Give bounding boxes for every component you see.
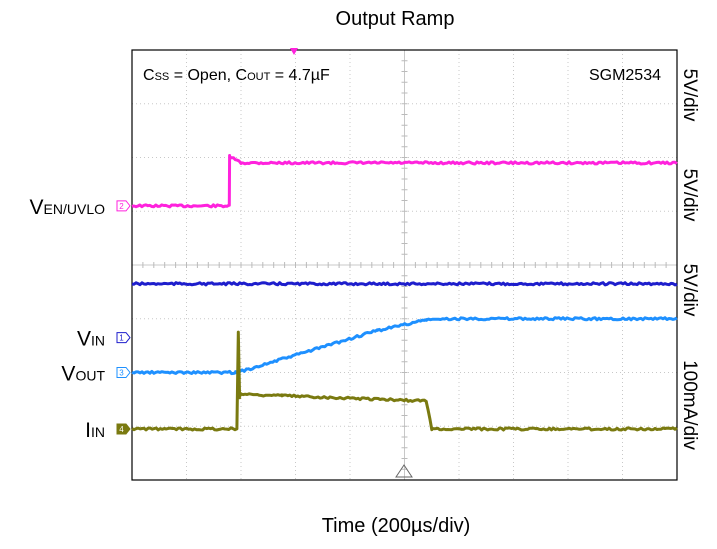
channel-marker-text: 4 <box>119 425 124 434</box>
scale-ch4: 100mA/div <box>679 360 700 450</box>
scale-ch3: 5V/div <box>679 264 700 317</box>
trace-ch3 <box>131 316 678 376</box>
channel-label-ch1: VIN <box>77 328 105 351</box>
traces <box>131 154 678 432</box>
trace-ch2 <box>131 154 678 209</box>
scale-ch1: 5V/div <box>679 169 700 222</box>
chart-title: Output Ramp <box>336 8 455 30</box>
setup-annotation: CSS = Open, COUT = 4.7µF <box>143 67 330 84</box>
channel-marker-text: 1 <box>119 334 124 343</box>
channel-label-ch3: VOUT <box>61 363 105 386</box>
scale-ch2: 5V/div <box>679 69 700 122</box>
channel-marker-ch4: 4 <box>116 423 131 435</box>
channel-marker-text: 2 <box>119 202 124 211</box>
channel-marker-ch2: 2 <box>116 200 131 212</box>
trace-ch1 <box>131 281 678 287</box>
channel-label-ch4: IIN <box>85 419 105 442</box>
grid <box>131 49 678 481</box>
trigger-marker <box>290 48 298 55</box>
channel-label-ch2: VEN/UVLO <box>30 196 106 219</box>
channel-marker-ch1: 1 <box>116 332 131 344</box>
channel-marker-ch3: 3 <box>116 367 131 378</box>
channel-marker-text: 3 <box>119 369 124 378</box>
x-axis-label: Time (200µs/div) <box>322 515 471 537</box>
channel-labels: 2 VEN/UVLO 1 VIN 3 VOUT 4 IIN <box>30 196 131 442</box>
channel-scales: 5V/div 5V/div 5V/div 100mA/div <box>679 69 700 451</box>
horizontal-position-marker <box>395 464 413 478</box>
trace-ch4 <box>131 330 678 432</box>
device-label: SGM2534 <box>589 67 661 84</box>
plot-frame <box>131 49 678 481</box>
